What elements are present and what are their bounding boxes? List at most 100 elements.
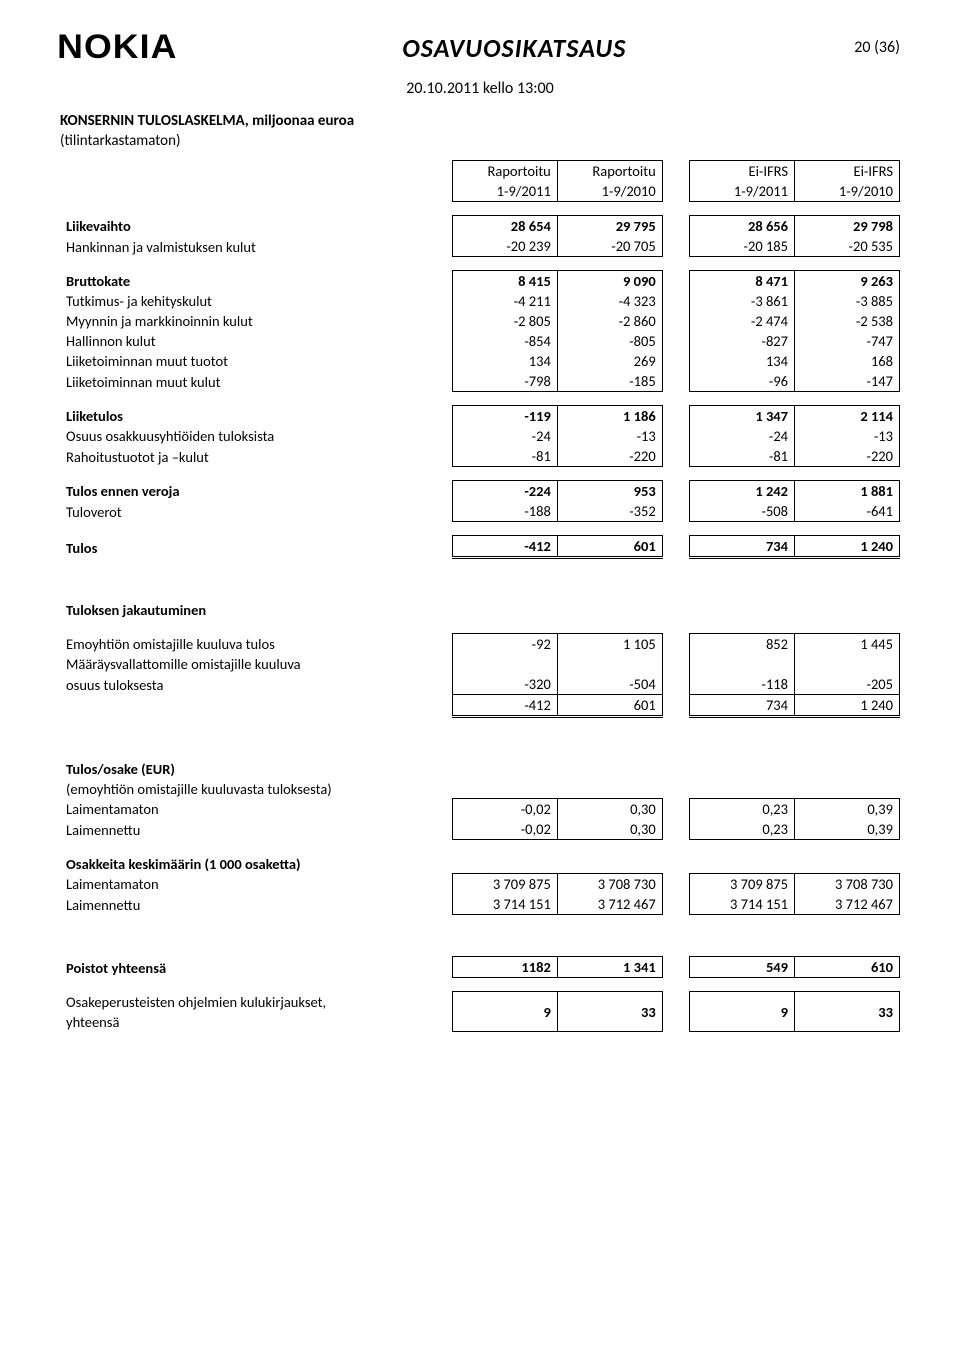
cell: -504 xyxy=(557,674,662,695)
cell: -24 xyxy=(452,426,557,446)
page-number: 20 (36) xyxy=(854,38,900,57)
label-liiketulos: Liiketulos xyxy=(60,406,452,427)
label-shares-title: Osakkeita keskimäärin (1 000 osaketta) xyxy=(60,854,452,874)
row-osake1: Osakeperusteisten ohjelmien kulukirjauks… xyxy=(60,992,900,1012)
cell: 3 712 467 xyxy=(795,894,900,915)
cell: 1 105 xyxy=(557,634,662,655)
cell: 852 xyxy=(690,634,795,655)
row-tutkimus: Tutkimus- ja kehityskulut -4 211 -4 323 … xyxy=(60,291,900,311)
cell: -2 860 xyxy=(557,311,662,331)
cell: 3 709 875 xyxy=(452,874,557,895)
nokia-logo: NOKIA xyxy=(57,28,177,67)
cell: 269 xyxy=(557,351,662,371)
row-maar1: Määräysvallattomille omistajille kuuluva xyxy=(60,654,900,674)
label-liikevaihto: Liikevaihto xyxy=(60,216,452,237)
page-container: NOKIA OSAVUOSIKATSAUS 20 (36) 20.10.2011… xyxy=(0,0,960,1072)
cell: 0,23 xyxy=(690,799,795,820)
cell: -747 xyxy=(795,331,900,351)
cell: 3 712 467 xyxy=(557,894,662,915)
label-liiketoim-kulut: Liiketoiminnan muut kulut xyxy=(60,371,452,392)
label-dist-title: Tuloksen jakautuminen xyxy=(60,600,452,620)
row-rahoitus: Rahoitustuotot ja –kulut -81 -220 -81 -2… xyxy=(60,446,900,467)
cell: 134 xyxy=(690,351,795,371)
cell: 33 xyxy=(557,992,662,1032)
cell: -0,02 xyxy=(452,819,557,840)
cell: 601 xyxy=(557,536,662,558)
cell: -185 xyxy=(557,371,662,392)
cell: 0,30 xyxy=(557,799,662,820)
row-liiketoim-tuotot: Liiketoiminnan muut tuotot 134 269 134 1… xyxy=(60,351,900,371)
cell: 0,39 xyxy=(795,819,900,840)
cell: -20 705 xyxy=(557,236,662,257)
hdr-c1-top: Raportoitu xyxy=(452,161,557,182)
cell: 29 795 xyxy=(557,216,662,237)
cell: -4 211 xyxy=(452,291,557,311)
label-eps-laimennettu: Laimennettu xyxy=(60,819,452,840)
cell: -2 474 xyxy=(690,311,795,331)
label-maar1: Määräysvallattomille omistajille kuuluva xyxy=(60,654,452,674)
hdr-c2-top: Raportoitu xyxy=(557,161,662,182)
cell: 953 xyxy=(557,481,662,502)
row-eps-sub: (emoyhtiön omistajille kuuluvasta tuloks… xyxy=(60,779,900,799)
label-eps-title: Tulos/osake (EUR) xyxy=(60,759,452,779)
cell: -854 xyxy=(452,331,557,351)
cell: -320 xyxy=(452,674,557,695)
cell: -412 xyxy=(452,536,557,558)
row-poistot: Poistot yhteensä 1182 1 341 549 610 xyxy=(60,957,900,978)
cell: -827 xyxy=(690,331,795,351)
cell: 3 714 151 xyxy=(690,894,795,915)
cell: -119 xyxy=(452,406,557,427)
hdr-c1-bot: 1-9/2011 xyxy=(452,181,557,202)
cell: -220 xyxy=(795,446,900,467)
row-shares-laimennettu: Laimennettu 3 714 151 3 712 467 3 714 15… xyxy=(60,894,900,915)
cell: 1 240 xyxy=(795,536,900,558)
cell: 734 xyxy=(690,536,795,558)
hdr-c2-bot: 1-9/2010 xyxy=(557,181,662,202)
cell: -81 xyxy=(690,446,795,467)
cell: 1182 xyxy=(452,957,557,978)
cell: 9 xyxy=(690,992,795,1032)
cell: -805 xyxy=(557,331,662,351)
row-emo: Emoyhtiön omistajille kuuluva tulos -92 … xyxy=(60,634,900,655)
cell: -96 xyxy=(690,371,795,392)
row-dist-title: Tuloksen jakautuminen xyxy=(60,600,900,620)
cell: -0,02 xyxy=(452,799,557,820)
cell: -20 185 xyxy=(690,236,795,257)
label-osuus: Osuus osakkuusyhtiöiden tuloksista xyxy=(60,426,452,446)
hdr-c3-bot: 1-9/2011 xyxy=(690,181,795,202)
cell: 1 186 xyxy=(557,406,662,427)
cell: -13 xyxy=(795,426,900,446)
cell: -220 xyxy=(557,446,662,467)
row-eps-laimennettu: Laimennettu -0,02 0,30 0,23 0,39 xyxy=(60,819,900,840)
row-shares-title: Osakkeita keskimäärin (1 000 osaketta) xyxy=(60,854,900,874)
cell: 8 471 xyxy=(690,271,795,292)
row-hallinnon: Hallinnon kulut -854 -805 -827 -747 xyxy=(60,331,900,351)
label-myynnin: Myynnin ja markkinoinnin kulut xyxy=(60,311,452,331)
cell: -13 xyxy=(557,426,662,446)
cell: -20 239 xyxy=(452,236,557,257)
cell: -3 861 xyxy=(690,291,795,311)
label-tuloverot: Tuloverot xyxy=(60,501,452,522)
col-header-row-2: 1-9/2011 1-9/2010 1-9/2011 1-9/2010 xyxy=(60,181,900,202)
cell: 1 347 xyxy=(690,406,795,427)
hdr-c4-top: Ei-IFRS xyxy=(795,161,900,182)
cell: 3 709 875 xyxy=(690,874,795,895)
cell: -224 xyxy=(452,481,557,502)
cell: 1 445 xyxy=(795,634,900,655)
cell: -147 xyxy=(795,371,900,392)
cell: 9 090 xyxy=(557,271,662,292)
cell: 9 xyxy=(452,992,557,1032)
cell: 3 714 151 xyxy=(452,894,557,915)
income-statement-table: Raportoitu Raportoitu Ei-IFRS Ei-IFRS 1-… xyxy=(60,160,900,1032)
cell: -81 xyxy=(452,446,557,467)
row-liiketulos: Liiketulos -119 1 186 1 347 2 114 xyxy=(60,406,900,427)
label-maar2: osuus tuloksesta xyxy=(60,674,452,695)
row-tuloverot: Tuloverot -188 -352 -508 -641 xyxy=(60,501,900,522)
label-liiketoim-tuotot: Liiketoiminnan muut tuotot xyxy=(60,351,452,371)
cell: 0,23 xyxy=(690,819,795,840)
label-tulos-ennen: Tulos ennen veroja xyxy=(60,481,452,502)
cell: 601 xyxy=(557,695,662,717)
label-tutkimus: Tutkimus- ja kehityskulut xyxy=(60,291,452,311)
cell: 1 242 xyxy=(690,481,795,502)
label-eps-laimentamaton: Laimentamaton xyxy=(60,799,452,820)
